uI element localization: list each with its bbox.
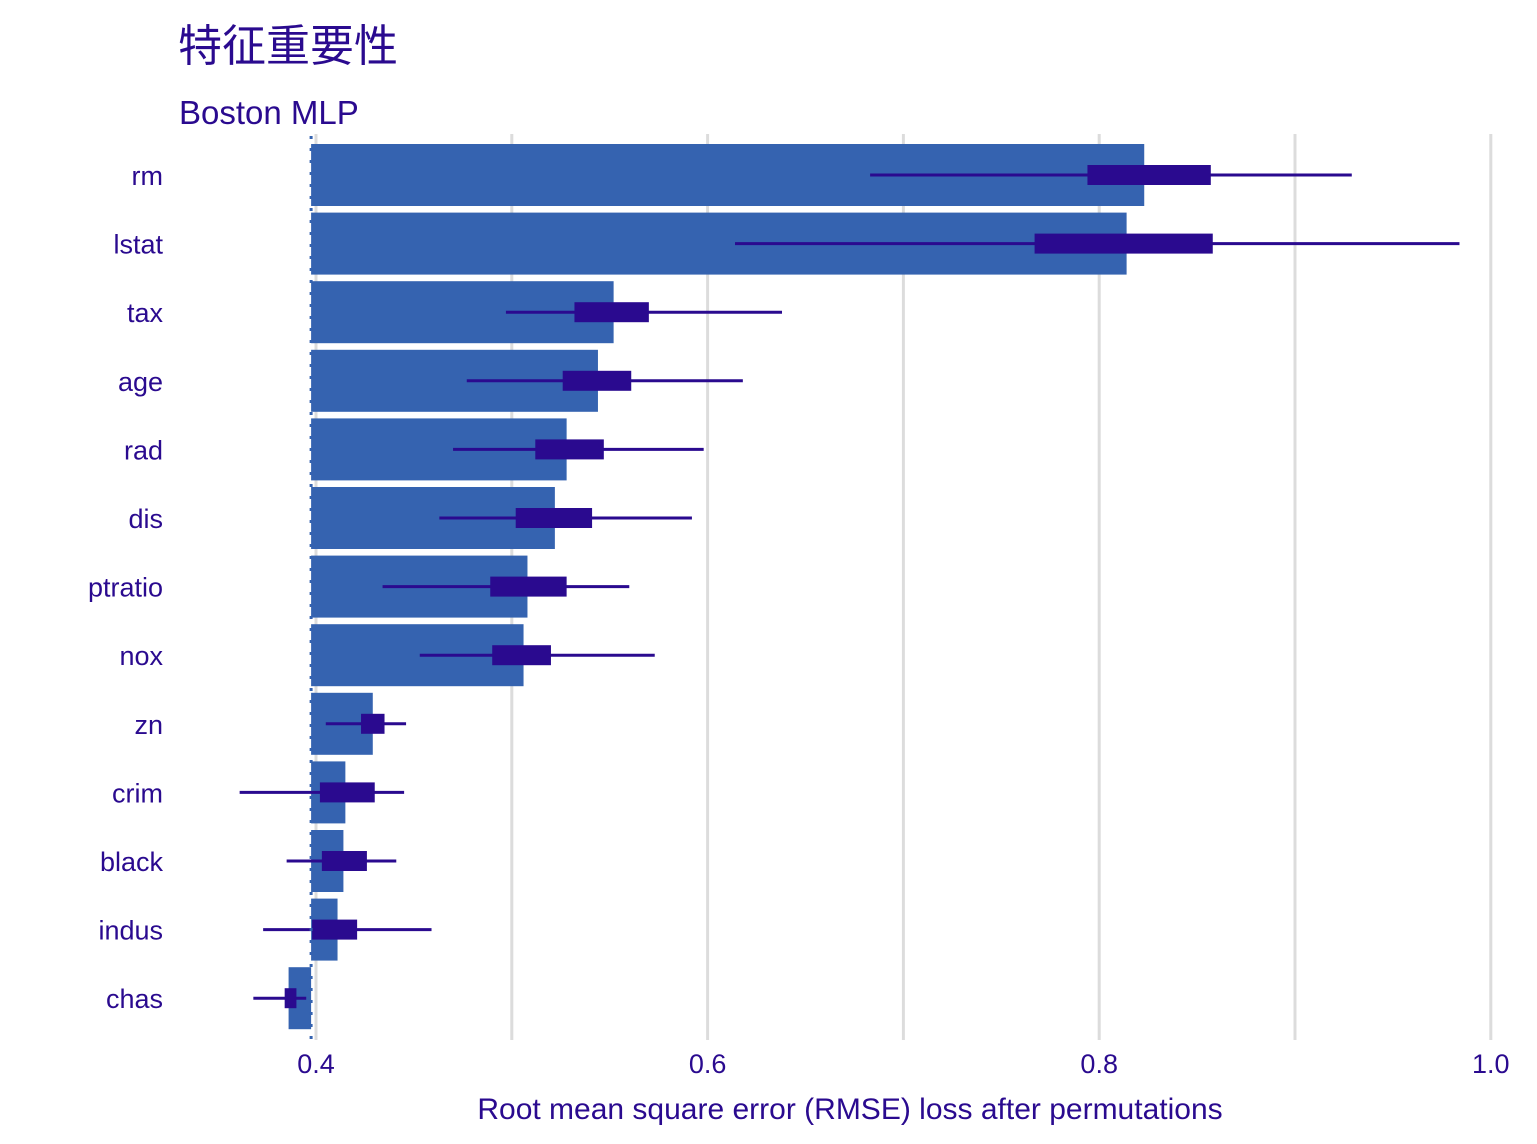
chart-subtitle: Boston MLP [179, 94, 359, 131]
box-dis [515, 508, 593, 528]
x-tick-label: 0.4 [297, 1049, 335, 1079]
box-indus [312, 919, 358, 940]
box-crim [319, 782, 375, 803]
y-tick-label: rad [124, 435, 163, 465]
x-tick-label: 0.6 [689, 1049, 727, 1079]
y-tick-label: age [118, 367, 163, 397]
y-tick-label: tax [127, 298, 164, 328]
y-tick-label: nox [119, 641, 163, 671]
box-ptratio [490, 576, 567, 597]
box-rm [1087, 165, 1211, 185]
y-tick-label: rm [132, 161, 163, 191]
y-tick-label: black [100, 847, 164, 877]
chart-title: 特征重要性 [178, 21, 398, 72]
y-tick-label: indus [98, 916, 163, 946]
y-tick-label: zn [134, 710, 163, 740]
box-lstat [1034, 233, 1213, 254]
y-tick-label: ptratio [88, 573, 163, 603]
box-black [321, 851, 367, 871]
y-tick-label: dis [128, 504, 163, 534]
y-tick-label: chas [106, 984, 163, 1014]
box-nox [492, 645, 551, 666]
y-tick-label: crim [112, 778, 163, 808]
y-tick-label: lstat [113, 230, 163, 260]
x-axis-label: Root mean square error (RMSE) loss after… [477, 1093, 1222, 1126]
box-chas [284, 988, 297, 1009]
x-tick-label: 1.0 [1472, 1049, 1510, 1079]
box-zn [361, 713, 385, 734]
box-age [562, 370, 632, 391]
box-rad [535, 439, 604, 460]
x-tick-label: 0.8 [1080, 1049, 1118, 1079]
box-tax [574, 302, 649, 323]
